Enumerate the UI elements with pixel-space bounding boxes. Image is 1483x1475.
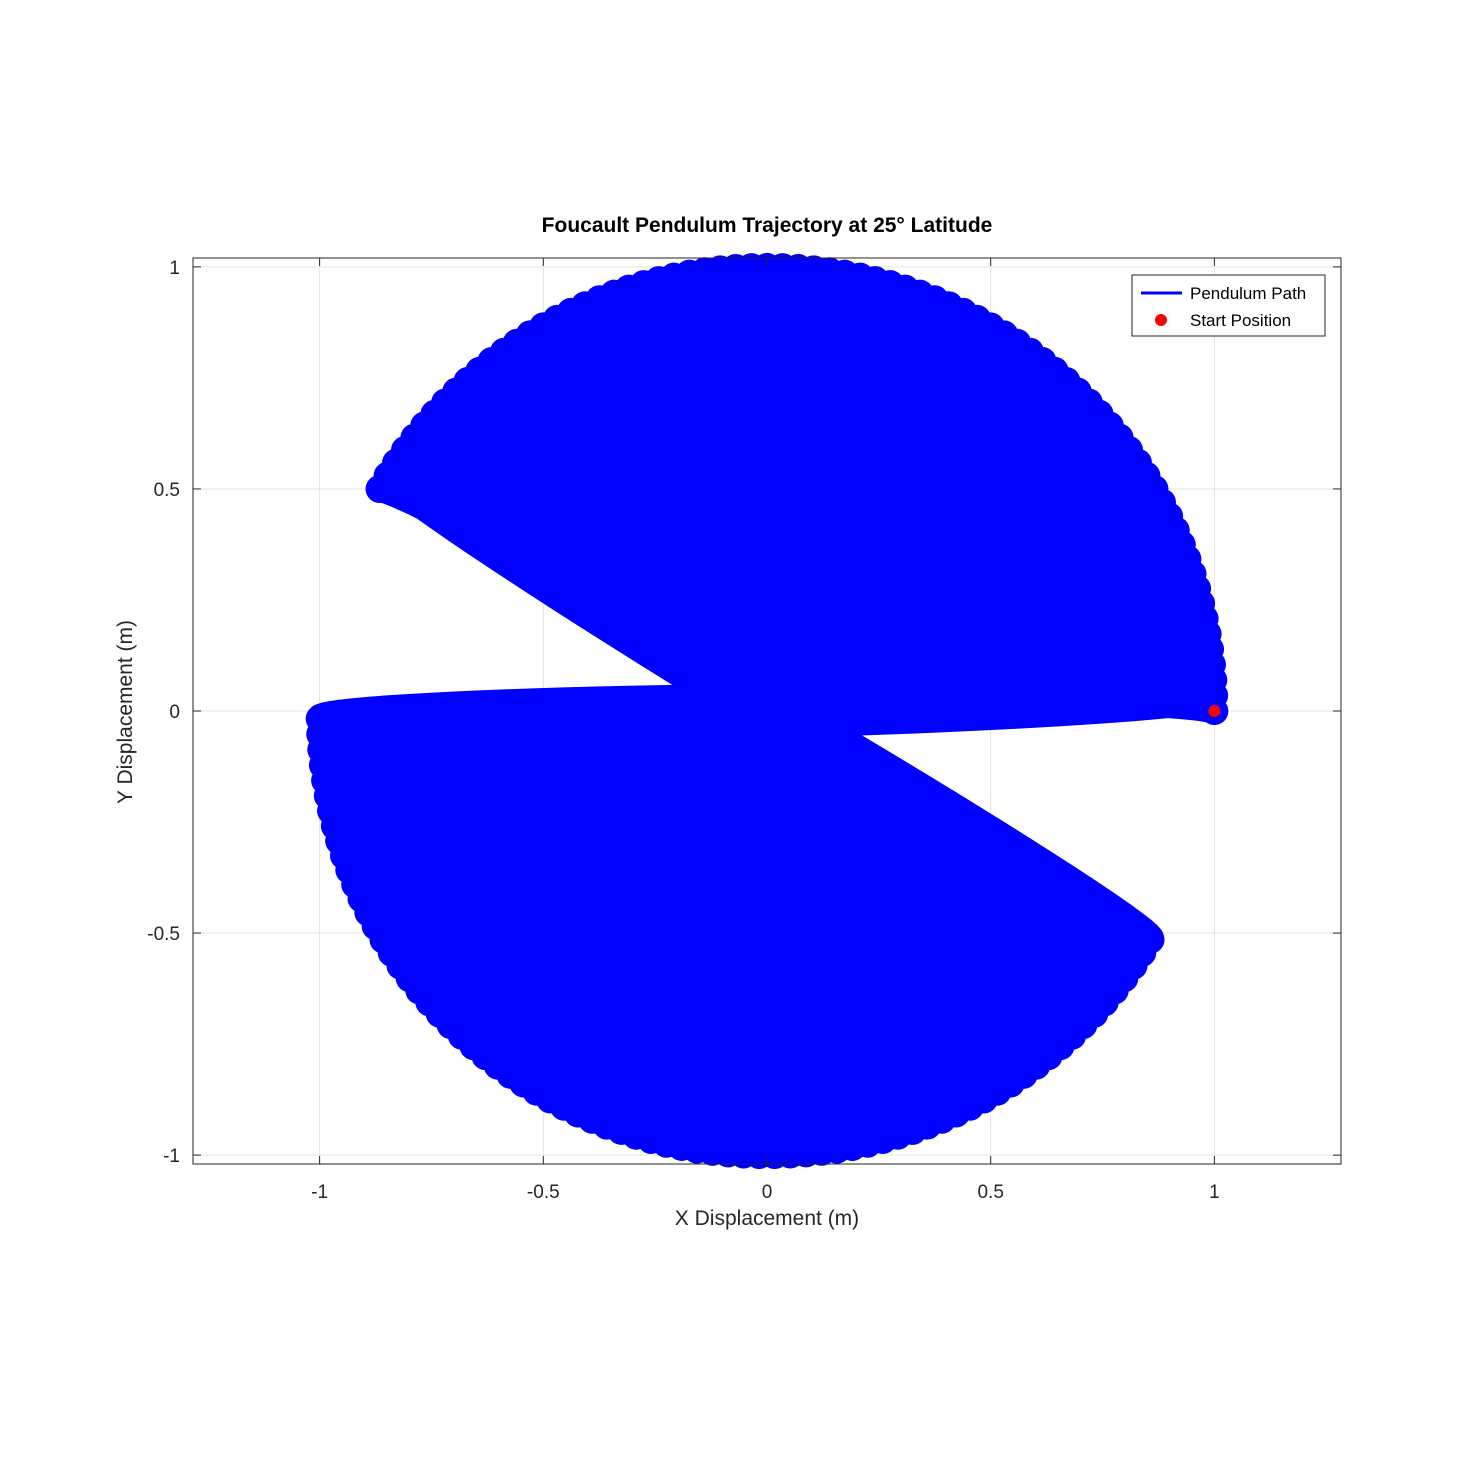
y-axis-label: Y Displacement (m) — [114, 620, 137, 804]
legend: Pendulum Path Start Position — [1131, 274, 1326, 337]
y-tick-label: 1 — [169, 258, 180, 279]
x-axis-label: X Displacement (m) — [675, 1207, 859, 1230]
start-position-marker — [1208, 705, 1221, 717]
y-tick-label: -1 — [163, 1146, 180, 1167]
plot-area — [305, 252, 1229, 1170]
chart-title: Foucault Pendulum Trajectory at 25° Lati… — [542, 214, 993, 237]
legend-pendulum-path-label: Pendulum Path — [1190, 284, 1306, 303]
legend-start-position-swatch — [1155, 314, 1167, 326]
legend-box — [1131, 274, 1326, 337]
x-tick-label: 1 — [1209, 1182, 1220, 1203]
x-tick-label: -0.5 — [527, 1182, 560, 1203]
pendulum-path-line — [305, 252, 1229, 1170]
x-tick-label: 0 — [762, 1182, 773, 1203]
legend-start-position-label: Start Position — [1190, 311, 1291, 330]
y-tick-label: 0.5 — [154, 480, 180, 501]
ticks: -1 -0.5 0 0.5 1 -1 -0.5 0 0.5 1 — [147, 258, 1341, 1203]
x-tick-label: -1 — [311, 1182, 328, 1203]
x-tick-label: 0.5 — [977, 1182, 1003, 1203]
y-tick-label: 0 — [169, 702, 180, 723]
y-tick-label: -0.5 — [147, 924, 180, 945]
